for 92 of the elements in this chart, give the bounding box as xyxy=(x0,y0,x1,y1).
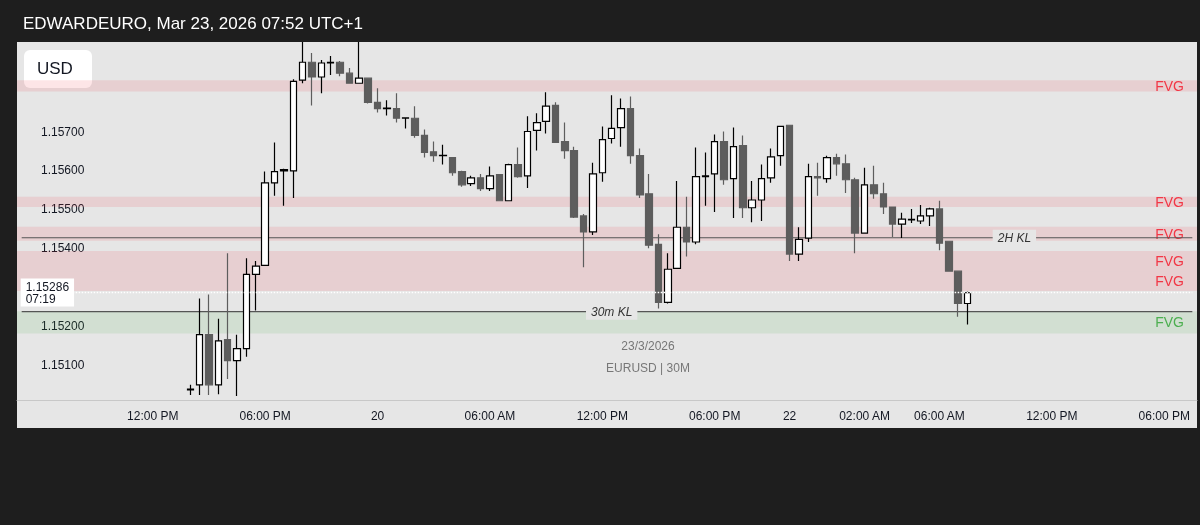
y-tick-label: 1.15700 xyxy=(41,124,85,139)
candlestick xyxy=(186,384,195,396)
candlestick xyxy=(317,59,326,94)
candlestick xyxy=(289,78,298,199)
candlestick xyxy=(776,125,785,167)
candlestick xyxy=(504,163,513,202)
annotation: EURUSD | 30M xyxy=(606,361,690,375)
x-tick-label: 02:00 AM xyxy=(839,409,890,423)
candlestick xyxy=(232,334,242,397)
x-tick-label: 06:00 AM xyxy=(464,409,516,423)
candlestick xyxy=(495,174,504,202)
ref-line-label: 30m KL xyxy=(591,304,633,319)
candlestick xyxy=(860,167,869,234)
candlestick xyxy=(794,226,804,262)
candlestick xyxy=(897,212,907,239)
y-tick-label: 1.15500 xyxy=(41,202,85,217)
candlestick xyxy=(757,163,766,222)
candlestick xyxy=(345,67,354,84)
candlestick xyxy=(691,146,701,245)
x-tick-label: 22 xyxy=(782,409,797,423)
y-tick-label: 1.15100 xyxy=(41,357,85,372)
x-tick-label: 06:00 PM xyxy=(1138,409,1190,423)
candlestick xyxy=(813,162,822,197)
candlestick xyxy=(710,134,719,213)
candlestick xyxy=(195,297,204,396)
candlestick xyxy=(438,144,448,166)
candlestick xyxy=(766,148,776,184)
candlestick xyxy=(532,112,542,152)
band-label: FVG xyxy=(1155,253,1184,270)
annotation: USD xyxy=(37,59,73,78)
candlestick xyxy=(410,105,420,139)
x-tick-label: 06:00 PM xyxy=(689,409,741,423)
ref-line-label: 1.15286 07:19 xyxy=(25,279,70,306)
band-label: FVG xyxy=(1155,314,1184,331)
chart-title: EDWARDEURO, Mar 23, 2026 07:52 UTC+1 xyxy=(23,14,363,33)
candlestick xyxy=(307,52,317,107)
candlestick xyxy=(429,141,438,163)
candlestick xyxy=(701,151,710,207)
ref-line-label: 2H KL xyxy=(996,230,1032,245)
candlestick xyxy=(401,116,410,129)
candlestick xyxy=(270,141,279,197)
candlestick xyxy=(626,95,635,165)
candlestick xyxy=(382,99,392,117)
candlestick xyxy=(457,170,467,188)
candlestick xyxy=(373,87,382,114)
y-tick-label: 1.15200 xyxy=(41,319,85,334)
candlestick xyxy=(335,60,345,77)
candlestick xyxy=(616,97,626,148)
candlestick xyxy=(747,180,757,223)
x-tick-label: 12:00 PM xyxy=(127,409,179,423)
candlestick xyxy=(392,92,401,124)
candlestick xyxy=(822,155,832,184)
candlestick xyxy=(607,94,616,145)
band-label: FVG xyxy=(1155,193,1184,210)
x-tick-label: 20 xyxy=(370,409,385,423)
candlestick xyxy=(598,125,607,183)
candlestick xyxy=(869,165,879,200)
x-tick-label: 06:00 PM xyxy=(239,409,291,423)
candlestick xyxy=(513,146,523,179)
candlestick xyxy=(298,41,307,84)
candlestick xyxy=(541,91,551,135)
candlestick xyxy=(729,127,738,219)
candlestick xyxy=(719,130,729,186)
candlestick xyxy=(363,77,373,105)
candlestick xyxy=(214,318,223,395)
candlestick xyxy=(448,156,457,177)
band-label: FVG xyxy=(1155,273,1184,290)
candlestick xyxy=(354,41,364,84)
x-tick-label: 12:00 PM xyxy=(1026,409,1078,423)
x-tick-label: 06:00 AM xyxy=(914,409,965,423)
candlestick xyxy=(551,101,560,143)
candlestick xyxy=(485,165,495,192)
y-tick-label: 1.15400 xyxy=(41,241,85,256)
candlestick xyxy=(738,134,748,219)
candlestick xyxy=(672,180,682,270)
candlestick xyxy=(916,204,925,225)
y-tick-label: 1.15600 xyxy=(41,163,85,178)
candlestick xyxy=(588,162,598,236)
candlestick xyxy=(907,208,916,224)
annotation: 23/3/2026 xyxy=(621,339,676,353)
candlestick xyxy=(326,55,335,76)
band-label: FVG xyxy=(1155,77,1184,94)
candlestick xyxy=(925,207,935,227)
candlestick xyxy=(466,175,476,187)
candlestick xyxy=(279,168,289,207)
candlestick xyxy=(832,153,841,177)
candlestick xyxy=(879,182,888,215)
candlestick xyxy=(523,115,532,189)
candlestick xyxy=(476,173,485,192)
candlestick xyxy=(804,163,813,243)
candlestick xyxy=(420,128,429,159)
x-tick-label: 12:00 PM xyxy=(576,409,629,423)
